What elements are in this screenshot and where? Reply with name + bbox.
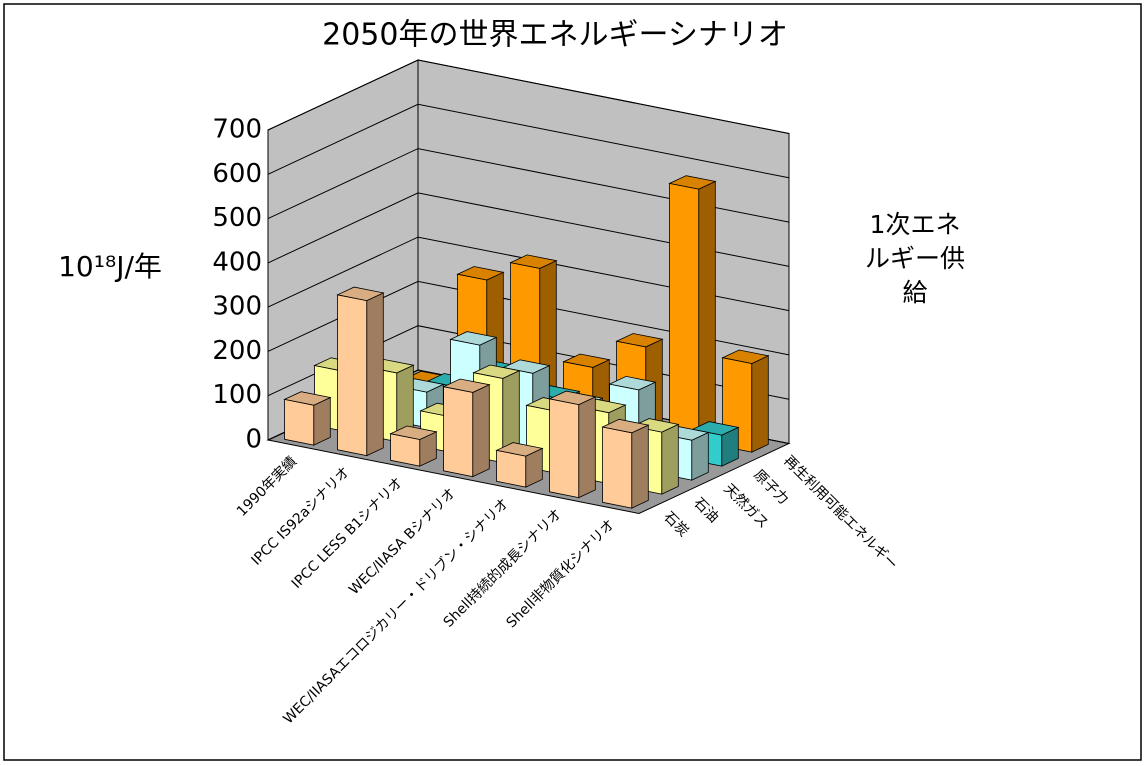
bar-side <box>313 396 331 446</box>
bar-top <box>509 254 558 269</box>
grid-line <box>267 103 790 179</box>
y-tick-label: 100 <box>212 380 262 410</box>
bar <box>336 286 385 457</box>
bar-side <box>366 292 384 457</box>
bar-front <box>602 426 633 509</box>
bar-side <box>578 396 596 499</box>
bar <box>442 378 491 478</box>
y-tick-label: 600 <box>212 159 262 189</box>
y-tick-label: 200 <box>212 336 262 366</box>
grid-line <box>267 280 790 356</box>
bar-top <box>495 442 544 457</box>
bar-front <box>337 294 368 457</box>
bar-side <box>472 384 490 478</box>
bar-side <box>691 431 709 481</box>
bar <box>601 418 650 509</box>
z-axis-label: 1次エネルギー供給 <box>864 210 965 307</box>
bar-side <box>751 355 769 453</box>
bar <box>389 425 438 467</box>
bar <box>283 391 332 446</box>
y-tick-label: 700 <box>212 115 262 145</box>
y-tick-label: 500 <box>212 203 262 233</box>
bar-side <box>698 180 716 443</box>
bar-top <box>336 286 385 302</box>
bar-front <box>496 449 527 488</box>
bar-front <box>549 398 580 499</box>
grid-line <box>267 59 790 134</box>
bar-top <box>389 425 438 440</box>
bar-top <box>548 390 597 406</box>
bar <box>495 442 544 488</box>
bar-top <box>442 378 491 393</box>
bar <box>668 175 717 443</box>
bar-top <box>615 333 664 348</box>
y-tick-label: 0 <box>245 425 262 455</box>
y-tick-label: 300 <box>212 292 262 322</box>
bar-top <box>631 418 680 433</box>
bar-top <box>562 353 611 368</box>
bar-top <box>283 391 332 406</box>
bar-front <box>284 398 315 446</box>
bar-top <box>691 421 740 436</box>
bar-top <box>668 175 717 190</box>
bar-side <box>631 424 649 509</box>
bar-top <box>449 331 498 346</box>
grid-line <box>267 236 790 312</box>
bar-top <box>721 349 770 364</box>
y-tick-label: 400 <box>212 247 262 277</box>
bar-front <box>669 182 700 443</box>
bar-top <box>502 359 551 374</box>
bar <box>548 390 597 499</box>
bar-top <box>456 266 505 281</box>
y-axis-label: 10¹⁸J/年 <box>58 250 162 283</box>
bar-top <box>472 364 521 379</box>
bar-side <box>661 423 679 495</box>
grid-line <box>267 192 790 267</box>
bar-top <box>601 418 650 434</box>
chart-title: 2050年の世界エネルギーシナリオ <box>322 18 788 53</box>
grid-line <box>267 148 790 223</box>
bar-top <box>608 375 657 391</box>
bar-front <box>443 386 474 478</box>
